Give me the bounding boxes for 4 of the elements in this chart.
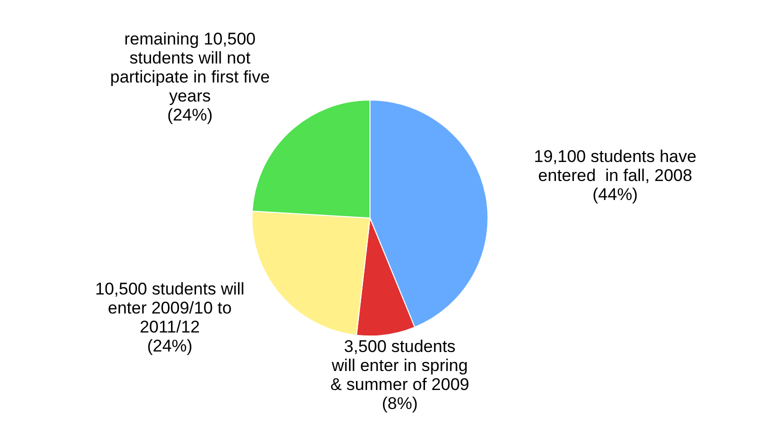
slice-label: 19,100 students have entered in fall, 2008 (44%) — [534, 148, 696, 205]
slice-label: remaining 10,500 students will not participate in first five years (24%) — [110, 30, 270, 125]
slice-label: 10,500 students will enter 2009/10 to 2011/12 (24%) — [95, 280, 244, 356]
slice-label: 3,500 students will enter in spring & summer of 2009 (8%) — [330, 337, 470, 414]
